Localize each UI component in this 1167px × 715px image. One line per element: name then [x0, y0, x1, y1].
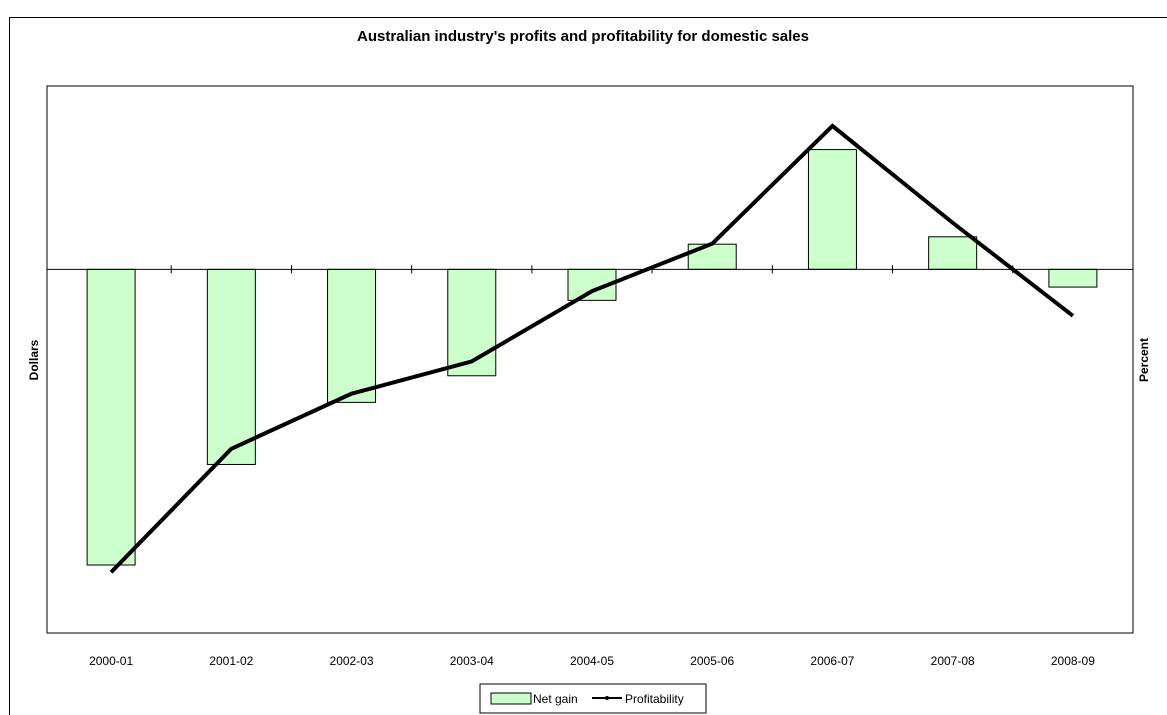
x-tick-label: 2007-08: [931, 654, 975, 668]
bar-net-gain-2008-09: [1048, 268, 1098, 288]
bar-net-gain-2002-03: [327, 268, 377, 403]
bar-net-gain-2007-08: [928, 236, 978, 270]
legend-profitability-marker: [605, 696, 609, 700]
bar-net-gain-2001-02: [206, 268, 256, 465]
x-tick-label: 2000-01: [89, 654, 133, 668]
legend-profitability-label: Profitability: [625, 692, 684, 706]
x-tick-label: 2006-07: [810, 654, 854, 668]
legend-net-gain-label: Net gain: [533, 692, 578, 706]
legend-net-gain-swatch: [490, 692, 532, 705]
x-tick-label: 2001-02: [209, 654, 253, 668]
bar-net-gain-2000-01: [86, 268, 136, 566]
y-axis-left-title: Dollars: [27, 339, 41, 380]
x-tick-label: 2008-09: [1051, 654, 1095, 668]
y-axis-right-title: Percent: [1137, 338, 1151, 382]
x-tick-label: 2002-03: [330, 654, 374, 668]
profitability-line: [109, 123, 1075, 574]
profitability-line-group: [109, 123, 1075, 574]
x-tick-label: 2004-05: [570, 654, 614, 668]
chart-title: Australian industry's profits and profit…: [357, 28, 809, 45]
chart-frame: [9, 17, 1167, 715]
bar-net-gain-2006-07: [807, 149, 857, 270]
legend: Net gain Profitability: [479, 683, 707, 714]
x-tick-labels: 2000-01 2001-02 2002-03 2003-04 2004-05 2005-…: [89, 654, 1095, 668]
x-tick-label: 2005-06: [690, 654, 734, 668]
category-axis: [47, 265, 1133, 274]
x-tick-label: 2003-04: [450, 654, 494, 668]
bar-net-gain-2005-06: [687, 243, 737, 270]
bars: [86, 149, 1098, 566]
